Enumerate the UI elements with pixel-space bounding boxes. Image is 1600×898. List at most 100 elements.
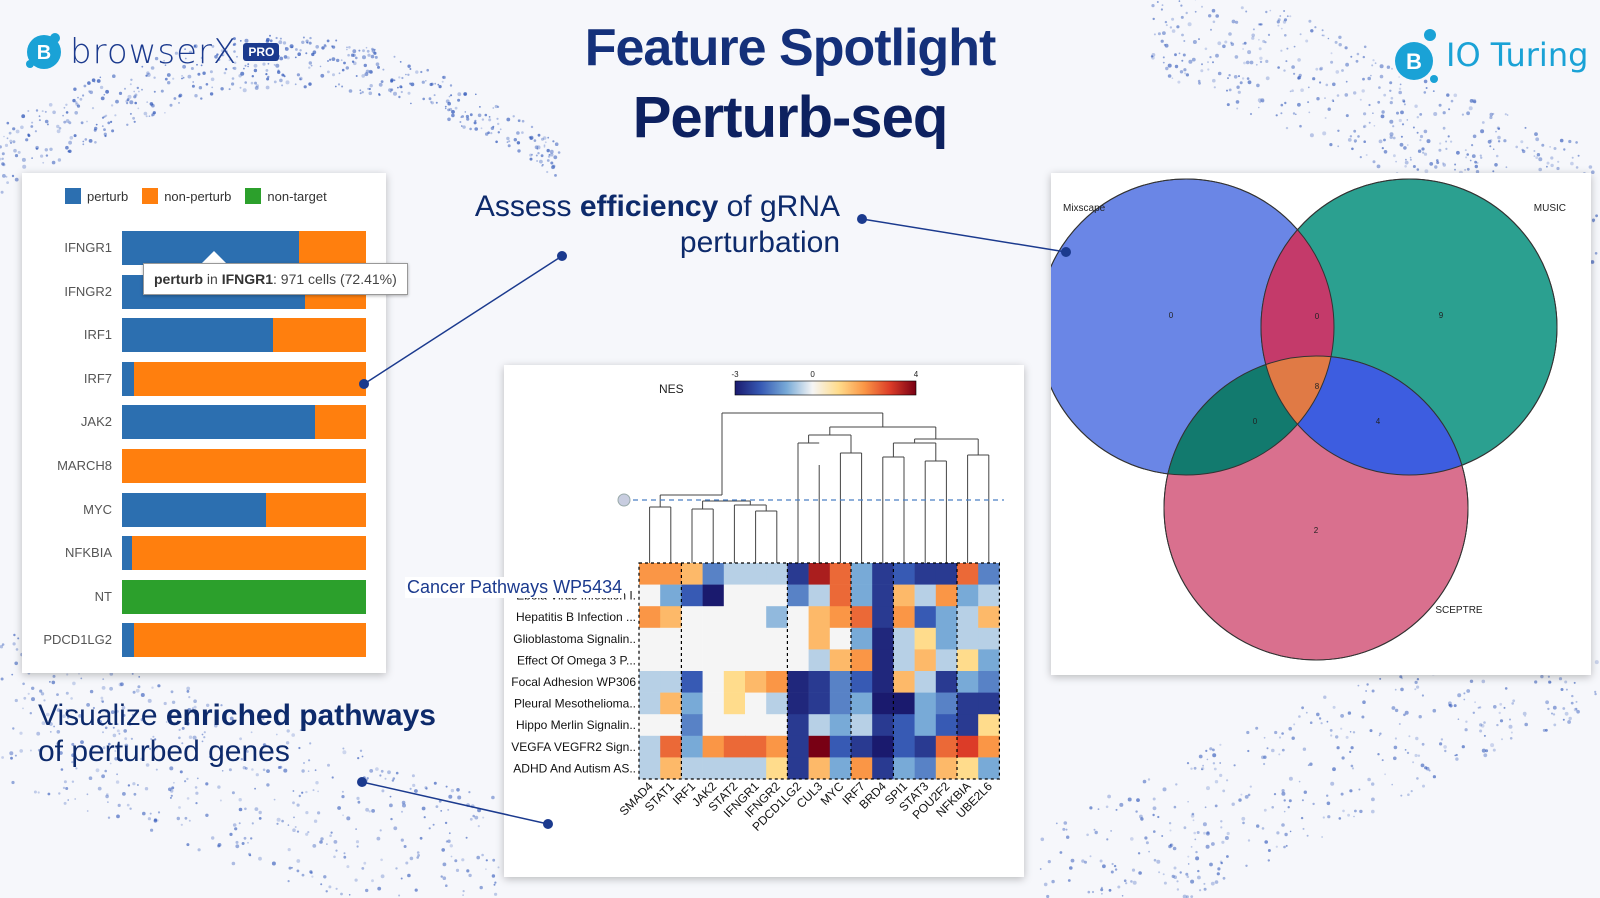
heatmap-cell[interactable] [808,584,831,607]
heatmap-cell[interactable] [702,671,725,693]
heatmap-cell[interactable] [808,757,831,780]
heatmap-cell[interactable] [978,606,1000,629]
heatmap-cell[interactable] [745,627,767,650]
heatmap-cell[interactable] [766,606,788,629]
heatmap-cell[interactable] [851,627,873,650]
bar-segment-perturb[interactable] [122,318,274,353]
heatmap-cell[interactable] [914,692,937,715]
heatmap-cell[interactable] [851,584,873,607]
heatmap-cell[interactable] [893,563,915,585]
heatmap-cell[interactable] [660,671,682,693]
heatmap-cell[interactable] [957,606,979,629]
heatmap-cell[interactable] [914,757,937,780]
heatmap-cell[interactable] [723,671,746,693]
heatmap-cell[interactable] [914,671,937,693]
heatmap-cell[interactable] [935,735,958,758]
heatmap-cell[interactable] [829,671,852,693]
heatmap-cell[interactable] [787,563,809,585]
heatmap-cell[interactable] [829,692,852,715]
heatmap-cell[interactable] [851,692,873,715]
heatmap-cell[interactable] [872,735,894,758]
bar-segment-perturb[interactable] [122,623,135,658]
heatmap-cell[interactable] [978,649,1000,672]
heatmap-cell[interactable] [829,563,852,585]
heatmap-cell[interactable] [702,627,725,650]
heatmap-cell[interactable] [681,671,703,693]
heatmap-cell[interactable] [957,671,979,693]
heatmap-cell[interactable] [660,606,682,629]
heatmap-cell[interactable] [723,649,746,672]
heatmap-cell[interactable] [957,627,979,650]
heatmap-cell[interactable] [935,563,958,585]
heatmap-cell[interactable] [660,649,682,672]
heatmap-cell[interactable] [745,584,767,607]
heatmap-cell[interactable] [957,735,979,758]
heatmap-cell[interactable] [681,757,703,780]
heatmap-cell[interactable] [851,735,873,758]
heatmap-cell[interactable] [851,757,873,780]
heatmap-cell[interactable] [766,584,788,607]
heatmap-cell[interactable] [723,627,746,650]
venn-region-mixscape-sceptre[interactable] [1164,356,1468,660]
heatmap-cell[interactable] [639,757,661,780]
bar-segment-perturb[interactable] [122,361,135,396]
heatmap-cell[interactable] [829,606,852,629]
legend-item-non-perturb[interactable]: non-perturb [142,188,231,204]
heatmap-cell[interactable] [639,671,661,693]
heatmap-cell[interactable] [978,692,1000,715]
heatmap-cell[interactable] [681,714,703,737]
heatmap-cell[interactable] [914,606,937,629]
heatmap-cell[interactable] [893,735,915,758]
heatmap-cell[interactable] [851,671,873,693]
heatmap-cell[interactable] [808,627,831,650]
heatmap-cell[interactable] [914,563,937,585]
heatmap-cell[interactable] [808,692,831,715]
heatmap-cell[interactable] [787,757,809,780]
heatmap-cell[interactable] [957,584,979,607]
heatmap-cell[interactable] [935,692,958,715]
heatmap-cell[interactable] [766,692,788,715]
heatmap-cell[interactable] [745,735,767,758]
heatmap-cell[interactable] [914,649,937,672]
heatmap-cell[interactable] [639,627,661,650]
heatmap-cell[interactable] [893,606,915,629]
heatmap-cell[interactable] [893,627,915,650]
heatmap-cell[interactable] [935,584,958,607]
bar-segment-non-perturb[interactable] [134,361,366,396]
heatmap-cell[interactable] [702,714,725,737]
heatmap-cell[interactable] [851,714,873,737]
heatmap-cell[interactable] [787,584,809,607]
heatmap-cell[interactable] [681,627,703,650]
heatmap-cell[interactable] [660,627,682,650]
heatmap-cell[interactable] [766,627,788,650]
heatmap-cell[interactable] [702,649,725,672]
heatmap-cell[interactable] [745,692,767,715]
heatmap-cell[interactable] [808,671,831,693]
heatmap-cell[interactable] [639,606,661,629]
heatmap-cell[interactable] [893,714,915,737]
heatmap-cell[interactable] [851,563,873,585]
heatmap-cell[interactable] [957,649,979,672]
heatmap-cell[interactable] [808,563,831,585]
heatmap-cell[interactable] [787,627,809,650]
heatmap-cell[interactable] [935,627,958,650]
heatmap-cell[interactable] [766,671,788,693]
heatmap-cell[interactable] [872,627,894,650]
heatmap-cell[interactable] [745,563,767,585]
heatmap-cell[interactable] [872,649,894,672]
heatmap-cell[interactable] [639,649,661,672]
heatmap-cell[interactable] [787,606,809,629]
legend-item-non-target[interactable]: non-target [245,188,327,204]
heatmap-cell[interactable] [702,735,725,758]
venn-region-music-sceptre[interactable] [1164,356,1468,660]
heatmap-cell[interactable] [723,584,746,607]
bar-segment-perturb[interactable] [122,536,132,571]
heatmap-cell[interactable] [723,692,746,715]
heatmap-cell[interactable] [957,757,979,780]
heatmap-cell[interactable] [935,606,958,629]
heatmap-cell[interactable] [808,606,831,629]
heatmap-cell[interactable] [702,692,725,715]
bar-segment-non-target[interactable] [122,579,366,614]
heatmap-cell[interactable] [660,584,682,607]
heatmap-cell[interactable] [935,714,958,737]
